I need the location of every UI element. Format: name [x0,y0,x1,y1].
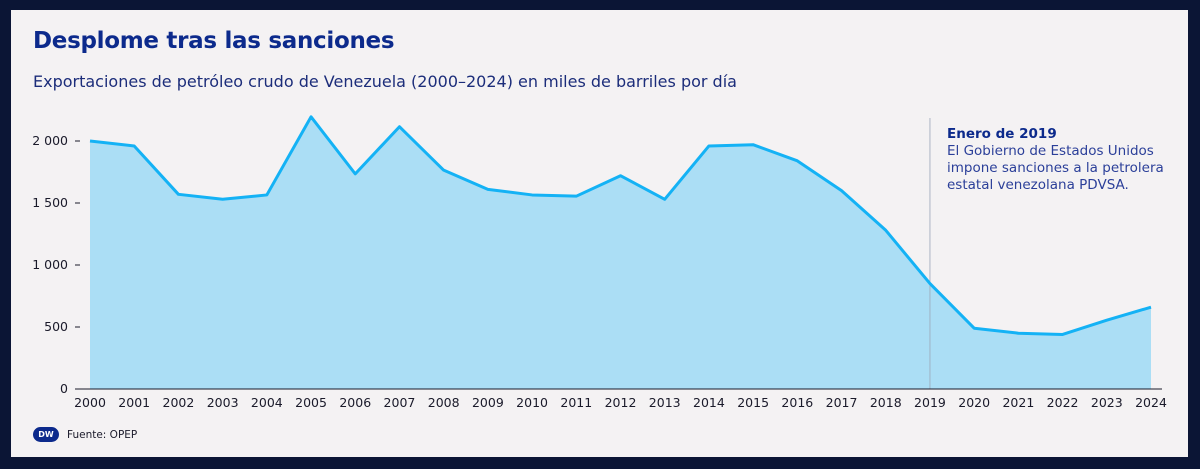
annotation-title: Enero de 2019 [947,126,1057,142]
series-line [89,115,1152,336]
area-fill [90,116,1151,389]
footer: DW Fuente: OPEP [33,427,137,442]
x-tick-label: 2010 [516,395,548,410]
chart-title: Desplome tras las sanciones [33,28,395,54]
x-tick-label: 2012 [605,395,637,410]
y-tick-label: 1 000 [32,257,68,272]
y-tick-label: 2 000 [32,133,68,148]
x-tick-label: 2013 [649,395,681,410]
x-tick-label: 2003 [207,395,239,410]
y-tick-label: 1 500 [32,195,68,210]
x-tick-label: 2019 [914,395,946,410]
x-tick-label: 2021 [1002,395,1034,410]
x-tick-label: 2011 [560,395,592,410]
annotation-text: El Gobierno de Estados Unidos impone san… [947,143,1164,193]
x-tick-label: 2018 [870,395,902,410]
x-tick-label: 2017 [826,395,858,410]
x-tick-label: 2001 [118,395,150,410]
chart-subtitle: Exportaciones de petróleo crudo de Venez… [33,72,737,91]
x-tick-label: 2009 [472,395,504,410]
x-tick-label: 2005 [295,395,327,410]
x-tick-label: 2022 [1047,395,1079,410]
y-tick-label: 500 [44,319,68,334]
x-tick-label: 2024 [1135,395,1167,410]
x-tick-label: 2023 [1091,395,1123,410]
x-tick-label: 2004 [251,395,283,410]
x-tick-label: 2006 [339,395,371,410]
x-tick-label: 2008 [428,395,460,410]
source-text: Fuente: OPEP [67,428,138,441]
x-tick-label: 2016 [781,395,813,410]
x-tick-label: 2007 [384,395,416,410]
x-tick-label: 2015 [737,395,769,410]
x-tick-label: 2014 [693,395,725,410]
x-tick-label: 2020 [958,395,990,410]
dw-logo-icon: DW [33,427,59,442]
x-tick-label: 2000 [74,395,106,410]
annotation: Enero de 2019 El Gobierno de Estados Uni… [947,126,1167,194]
y-tick-label: 0 [60,381,68,396]
x-tick-label: 2002 [163,395,195,410]
